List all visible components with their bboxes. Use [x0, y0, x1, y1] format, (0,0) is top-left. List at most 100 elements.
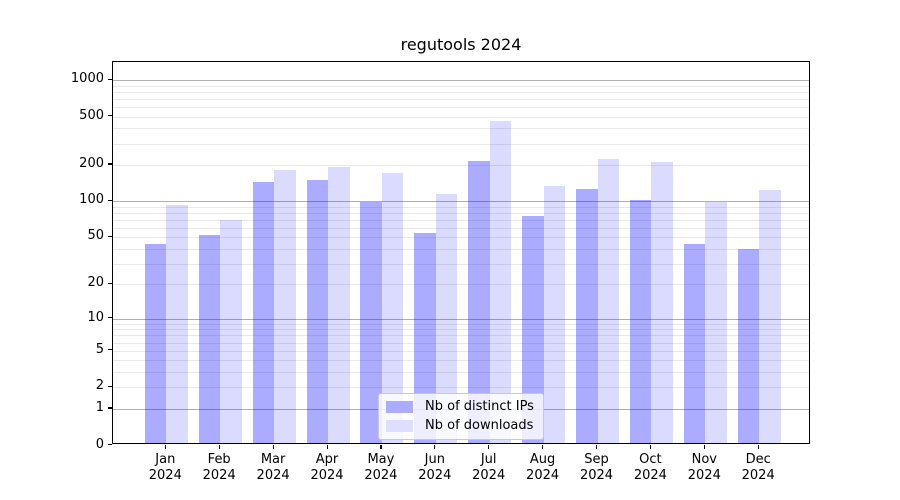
bar-distinct-ips-apr [306, 180, 328, 444]
legend: Nb of distinct IPs Nb of downloads [378, 393, 544, 440]
x-tick-label-dec: Dec 2024 [741, 451, 775, 483]
y-tick-mark [108, 78, 112, 80]
bar-downloads-mar [274, 170, 296, 444]
y-tick-mark [108, 199, 112, 202]
x-tick-mark [164, 444, 166, 449]
x-tick-mark [272, 444, 274, 449]
x-tick-label-may: May 2024 [364, 451, 398, 483]
minor-gridline [113, 350, 809, 352]
bar-downloads-feb [220, 219, 242, 444]
x-tick-mark [596, 444, 598, 449]
y-tick-mark [108, 115, 112, 117]
bar-downloads-nov [705, 201, 727, 444]
y-tick-mark [108, 163, 112, 165]
minor-gridline [113, 164, 809, 166]
minor-gridline [113, 206, 809, 208]
bar-distinct-ips-aug [522, 216, 544, 444]
minor-gridline [113, 237, 809, 239]
y-tick-label: 1000 [70, 71, 104, 86]
minor-gridline [113, 228, 809, 230]
bar-distinct-ips-dec [737, 249, 760, 444]
bar-distinct-ips-feb [198, 235, 221, 444]
y-tick-label: 200 [79, 155, 104, 171]
x-tick-label-sep: Sep 2024 [579, 451, 614, 483]
x-tick-label-feb: Feb 2024 [202, 451, 236, 483]
chart-title: regutools 2024 [400, 35, 522, 54]
bar-distinct-ips-jul [468, 161, 490, 444]
x-tick-mark [434, 444, 436, 449]
x-tick-mark [757, 444, 759, 449]
bar-distinct-ips-nov [683, 244, 706, 444]
minor-gridline [113, 116, 809, 118]
minor-gridline [113, 85, 809, 87]
bar-distinct-ips-sep [576, 188, 598, 444]
bar-downloads-dec [759, 190, 781, 444]
y-tick-label: 1 [95, 399, 104, 415]
y-tick-mark [108, 235, 112, 238]
y-tick-mark [108, 282, 112, 285]
minor-gridline [113, 98, 809, 100]
x-tick-label-jul: Jul 2024 [472, 451, 506, 483]
minor-gridline [113, 106, 809, 108]
x-tick-mark [218, 444, 220, 449]
bar-downloads-aug [543, 185, 566, 444]
x-tick-label-jun: Jun 2024 [418, 451, 452, 483]
legend-item-downloads: Nb of downloads [386, 418, 534, 433]
x-tick-label-apr: Apr 2024 [310, 451, 344, 483]
minor-gridline [113, 213, 809, 215]
bar-downloads-jun [435, 194, 458, 444]
minor-gridline [113, 335, 809, 337]
y-tick-label: 20 [87, 275, 104, 291]
y-tick-mark [108, 317, 112, 319]
y-tick-label: 10 [87, 309, 104, 325]
legend-label-distinct-ips: Nb of distinct IPs [425, 399, 534, 414]
minor-gridline [113, 342, 809, 344]
x-tick-mark [649, 444, 652, 449]
legend-label-downloads: Nb of downloads [425, 418, 534, 433]
bar-downloads-jan [166, 204, 188, 444]
major-gridline [113, 201, 809, 203]
legend-item-distinct-ips: Nb of distinct IPs [386, 399, 534, 414]
x-tick-mark [542, 444, 544, 449]
y-tick-mark [108, 385, 112, 388]
minor-gridline [113, 128, 809, 130]
y-tick-label: 100 [79, 192, 104, 208]
legend-swatch-downloads [386, 419, 413, 432]
minor-gridline [113, 360, 809, 362]
minor-gridline [113, 284, 809, 286]
y-tick-mark [108, 349, 112, 351]
bar-downloads-may [381, 173, 404, 444]
bar-downloads-jul [489, 121, 512, 444]
x-tick-mark [703, 444, 705, 449]
minor-gridline [113, 372, 809, 374]
bar-downloads-apr [328, 167, 350, 444]
y-tick-label: 5 [95, 341, 104, 357]
y-tick-label: 0 [95, 436, 104, 452]
y-tick-label: 500 [79, 107, 104, 123]
x-tick-label-mar: Mar 2024 [256, 451, 290, 483]
x-tick-mark [488, 444, 490, 449]
legend-swatch-distinct-ips [386, 400, 413, 413]
bar-downloads-sep [597, 159, 619, 444]
minor-gridline [113, 219, 809, 221]
x-tick-mark [326, 444, 328, 449]
minor-gridline [113, 387, 809, 389]
minor-gridline [113, 329, 809, 331]
minor-gridline [113, 263, 809, 265]
minor-gridline [113, 91, 809, 93]
x-tick-mark [380, 444, 382, 449]
x-tick-label-oct: Oct 2024 [633, 451, 667, 483]
y-tick-label: 2 [95, 378, 104, 394]
bar-distinct-ips-jun [414, 232, 436, 444]
major-gridline [113, 80, 809, 81]
minor-gridline [113, 323, 809, 325]
y-tick-mark [108, 407, 112, 409]
bar-distinct-ips-mar [252, 181, 275, 444]
bar-distinct-ips-may [360, 201, 382, 444]
plot-area [112, 61, 810, 444]
minor-gridline [113, 143, 809, 145]
bar-downloads-oct [651, 162, 673, 444]
y-tick-label: 50 [87, 228, 104, 244]
minor-gridline [113, 249, 809, 251]
